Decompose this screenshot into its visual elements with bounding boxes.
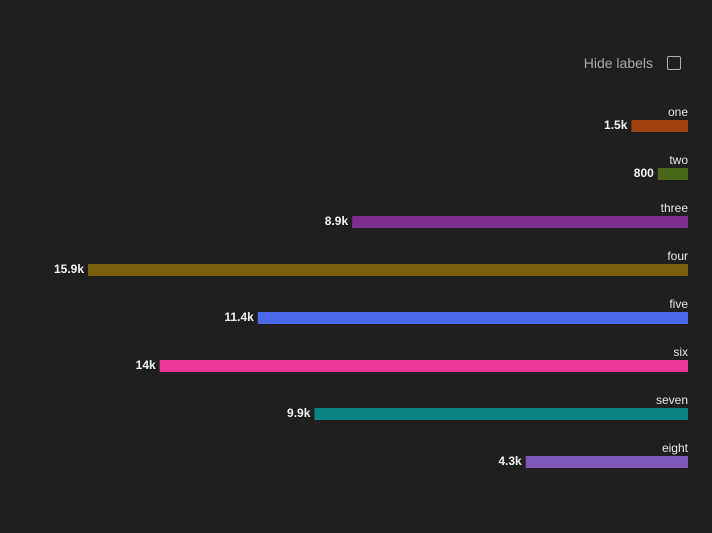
- value-label-eight: 4.3k: [498, 454, 522, 468]
- bar-six[interactable]: [159, 360, 688, 372]
- bar-four[interactable]: [88, 264, 688, 276]
- category-label-two: two: [669, 153, 688, 167]
- bar-two[interactable]: [657, 168, 688, 180]
- bar-one[interactable]: [631, 120, 688, 132]
- value-label-one: 1.5k: [604, 118, 628, 132]
- value-label-six: 14k: [136, 358, 156, 372]
- category-label-four: four: [667, 249, 688, 263]
- value-label-two: 800: [634, 166, 654, 180]
- category-label-six: six: [673, 345, 688, 359]
- value-label-five: 11.4k: [224, 310, 254, 324]
- bar-eight[interactable]: [525, 456, 688, 468]
- category-label-one: one: [668, 105, 688, 119]
- category-label-five: five: [669, 297, 688, 311]
- hide-labels-label: Hide labels: [583, 55, 653, 71]
- bar-three[interactable]: [352, 216, 688, 228]
- hide-labels-toggle[interactable]: Hide labels: [584, 55, 681, 71]
- value-label-seven: 9.9k: [287, 406, 311, 420]
- bar-seven[interactable]: [314, 408, 688, 420]
- value-label-three: 8.9k: [325, 214, 349, 228]
- hide-labels-checkbox[interactable]: [667, 56, 681, 70]
- bar-five[interactable]: [257, 312, 688, 324]
- value-label-four: 15.9k: [54, 262, 84, 276]
- category-label-seven: seven: [656, 393, 688, 407]
- category-label-eight: eight: [662, 441, 689, 455]
- category-label-three: three: [661, 201, 689, 215]
